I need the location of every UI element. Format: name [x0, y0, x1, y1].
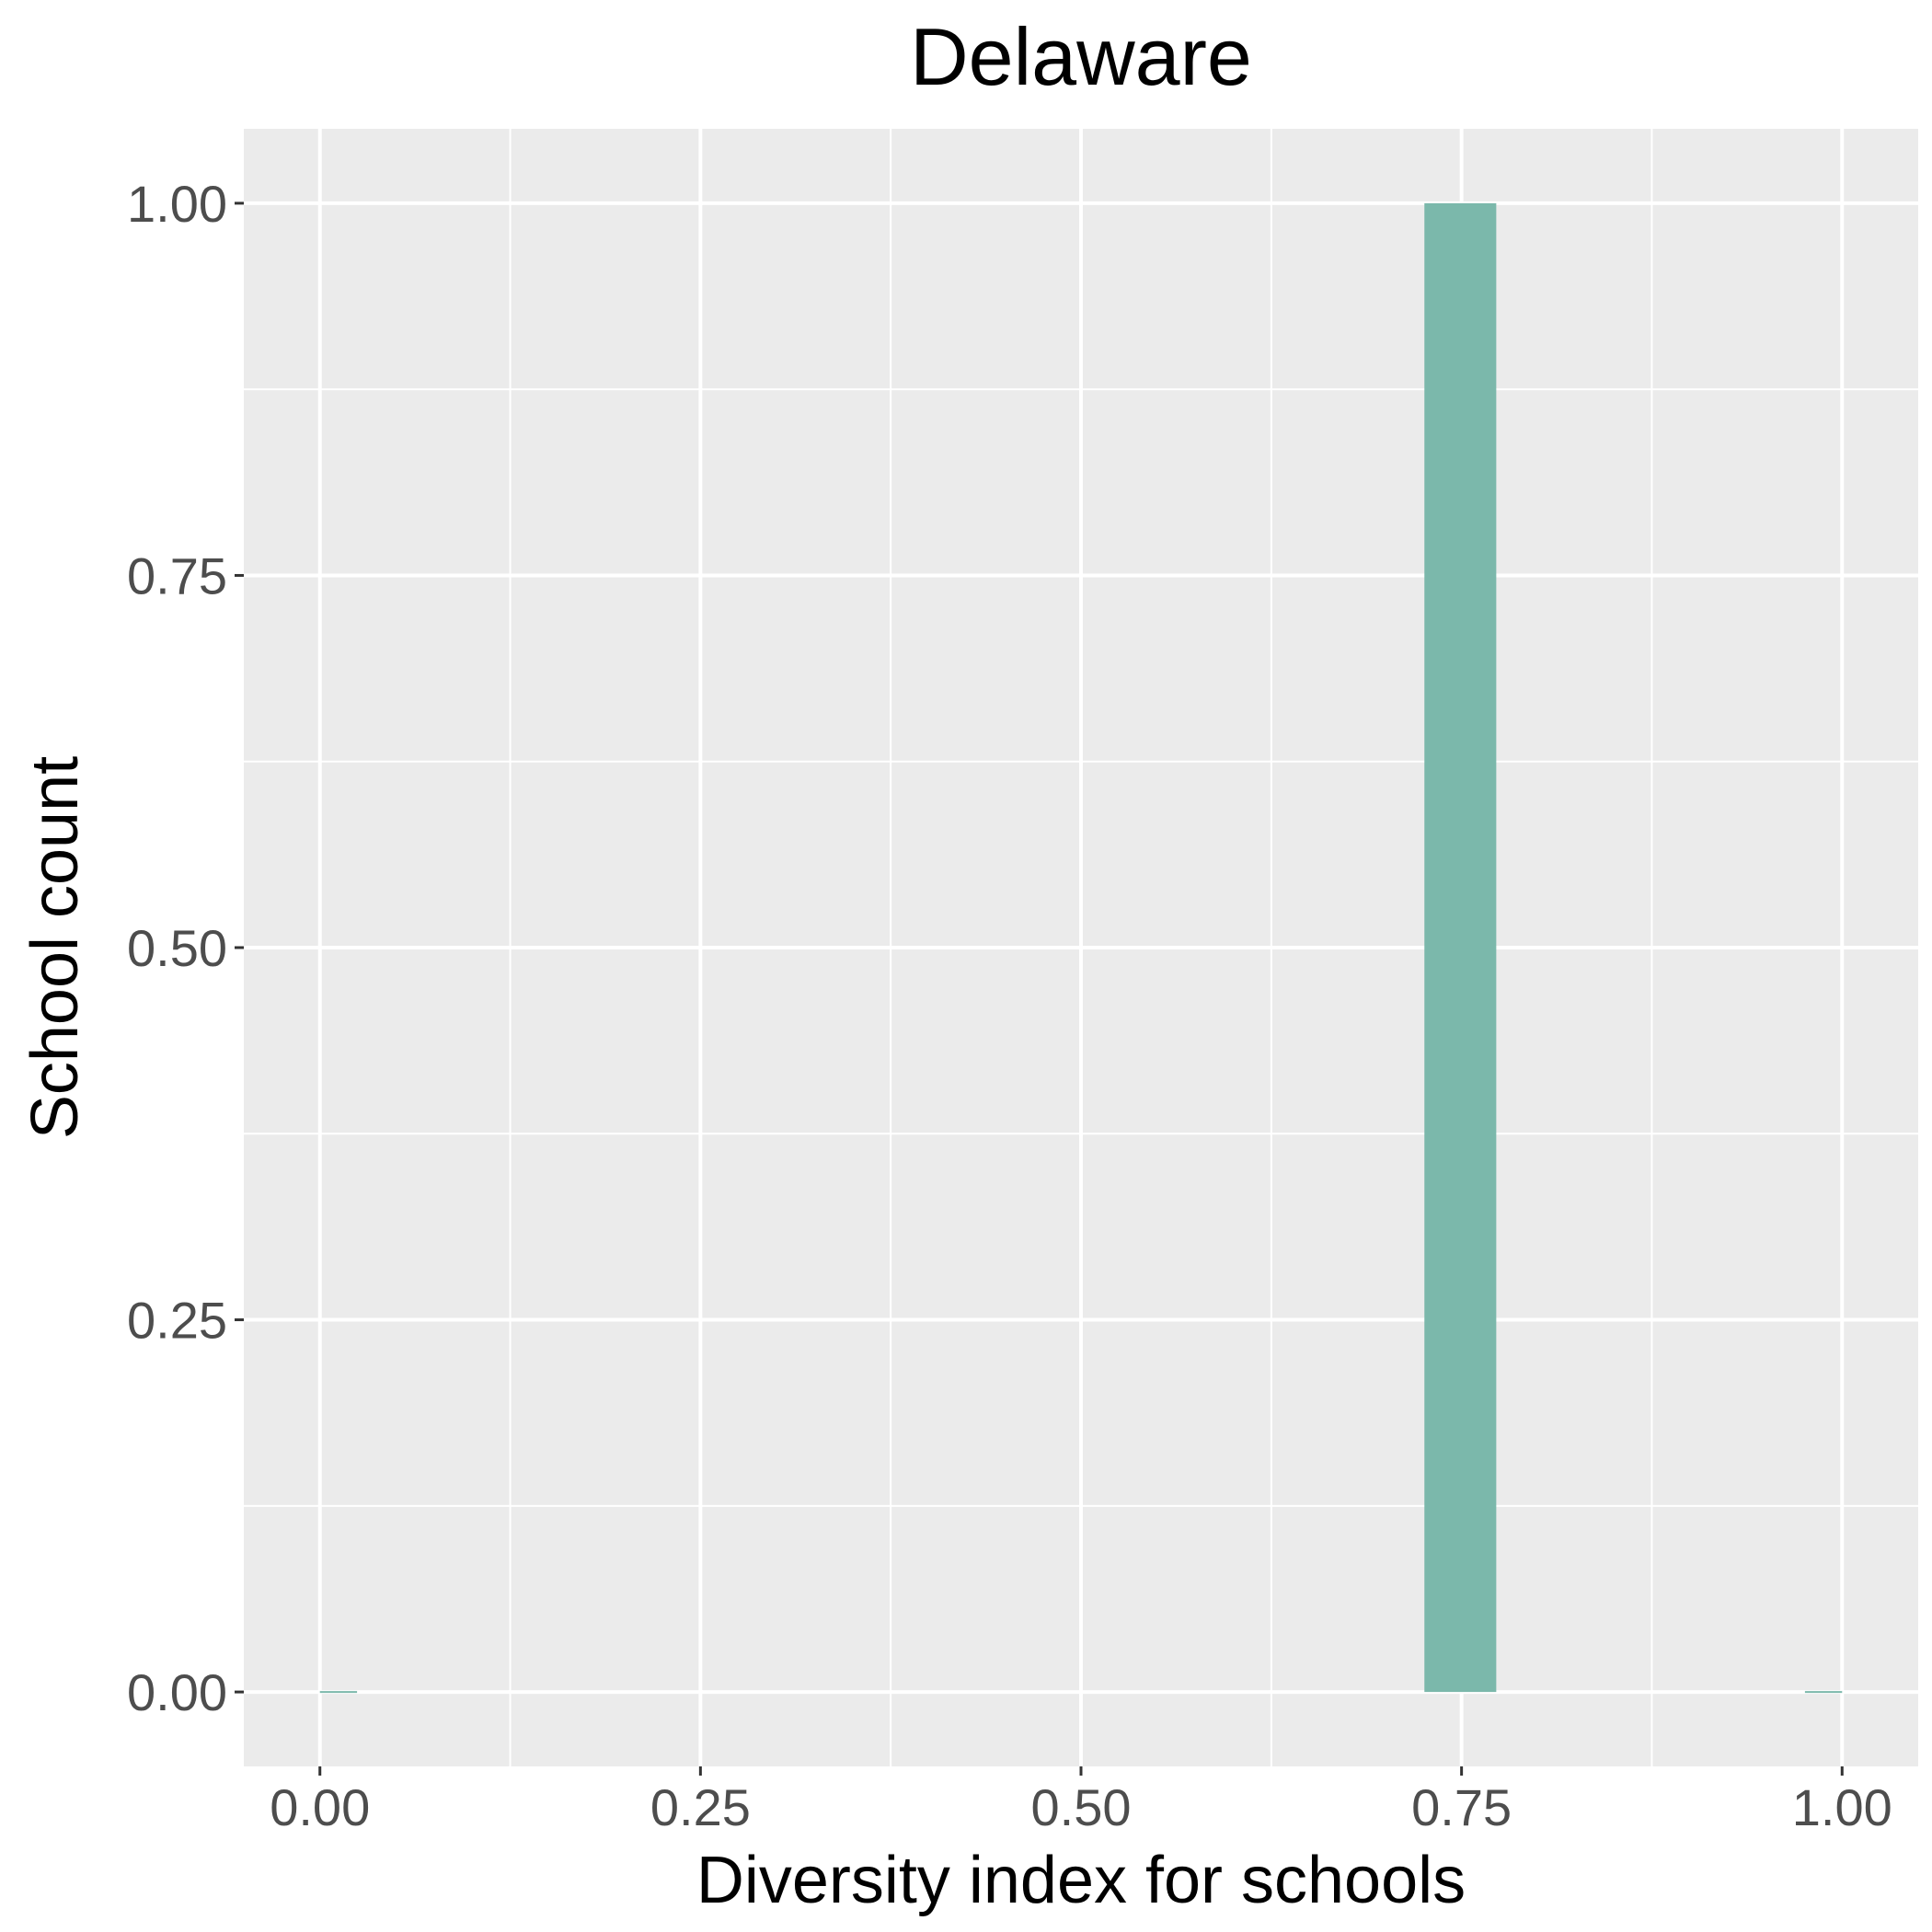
x-tick-label: 0.25 — [650, 1778, 751, 1836]
y-axis-title: School count — [18, 756, 92, 1139]
x-axis-title: Diversity index for schools — [696, 1844, 1466, 1917]
x-tick-label: 0.75 — [1411, 1778, 1512, 1836]
x-tick-label: 1.00 — [1792, 1778, 1892, 1836]
chart-title: Delaware — [910, 11, 1252, 102]
y-tick-label: 0.75 — [127, 546, 227, 604]
histogram-bar — [1424, 202, 1497, 1693]
x-tick-label: 0.00 — [270, 1778, 370, 1836]
x-tick-label: 0.50 — [1031, 1778, 1132, 1836]
y-tick-label: 0.00 — [127, 1663, 227, 1721]
y-tick-label: 0.50 — [127, 919, 227, 977]
histogram-bars — [319, 202, 1843, 1694]
major-gridlines — [244, 129, 1918, 1766]
y-tick-label: 1.00 — [127, 175, 227, 233]
y-axis-ticks: 0.00 0.25 0.50 0.75 1.00 — [127, 175, 244, 1721]
x-axis-ticks: 0.00 0.25 0.50 0.75 1.00 — [270, 1766, 1892, 1836]
y-tick-label: 0.25 — [127, 1292, 227, 1350]
